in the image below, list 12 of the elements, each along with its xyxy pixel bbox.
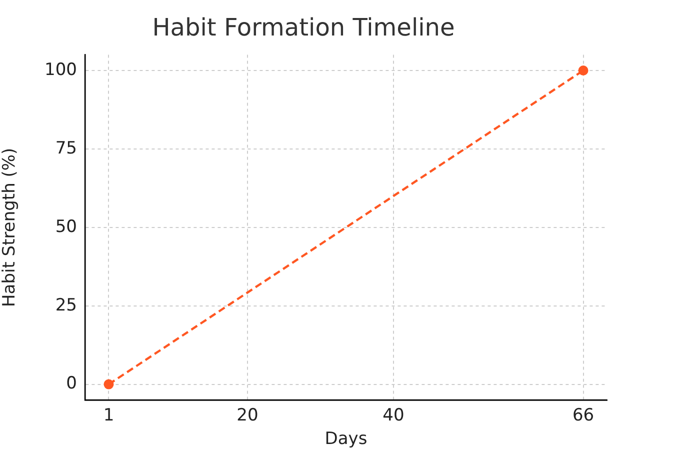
x-tick-label: 66 <box>572 406 594 426</box>
y-tick-label: 75 <box>55 138 77 158</box>
x-tick-label: 40 <box>382 406 404 426</box>
y-axis-title: Habit Strength (%) <box>0 148 20 307</box>
y-tick-label: 50 <box>55 216 77 237</box>
x-tick-label: 1 <box>103 406 114 426</box>
chart-title: Habit Formation Timeline <box>152 14 455 42</box>
y-tick-label: 100 <box>44 60 77 80</box>
y-tick-label: 0 <box>66 374 77 394</box>
x-tick-label: 20 <box>236 406 258 426</box>
x-axis-title: Days <box>324 429 368 450</box>
y-tick-label: 25 <box>55 295 77 316</box>
